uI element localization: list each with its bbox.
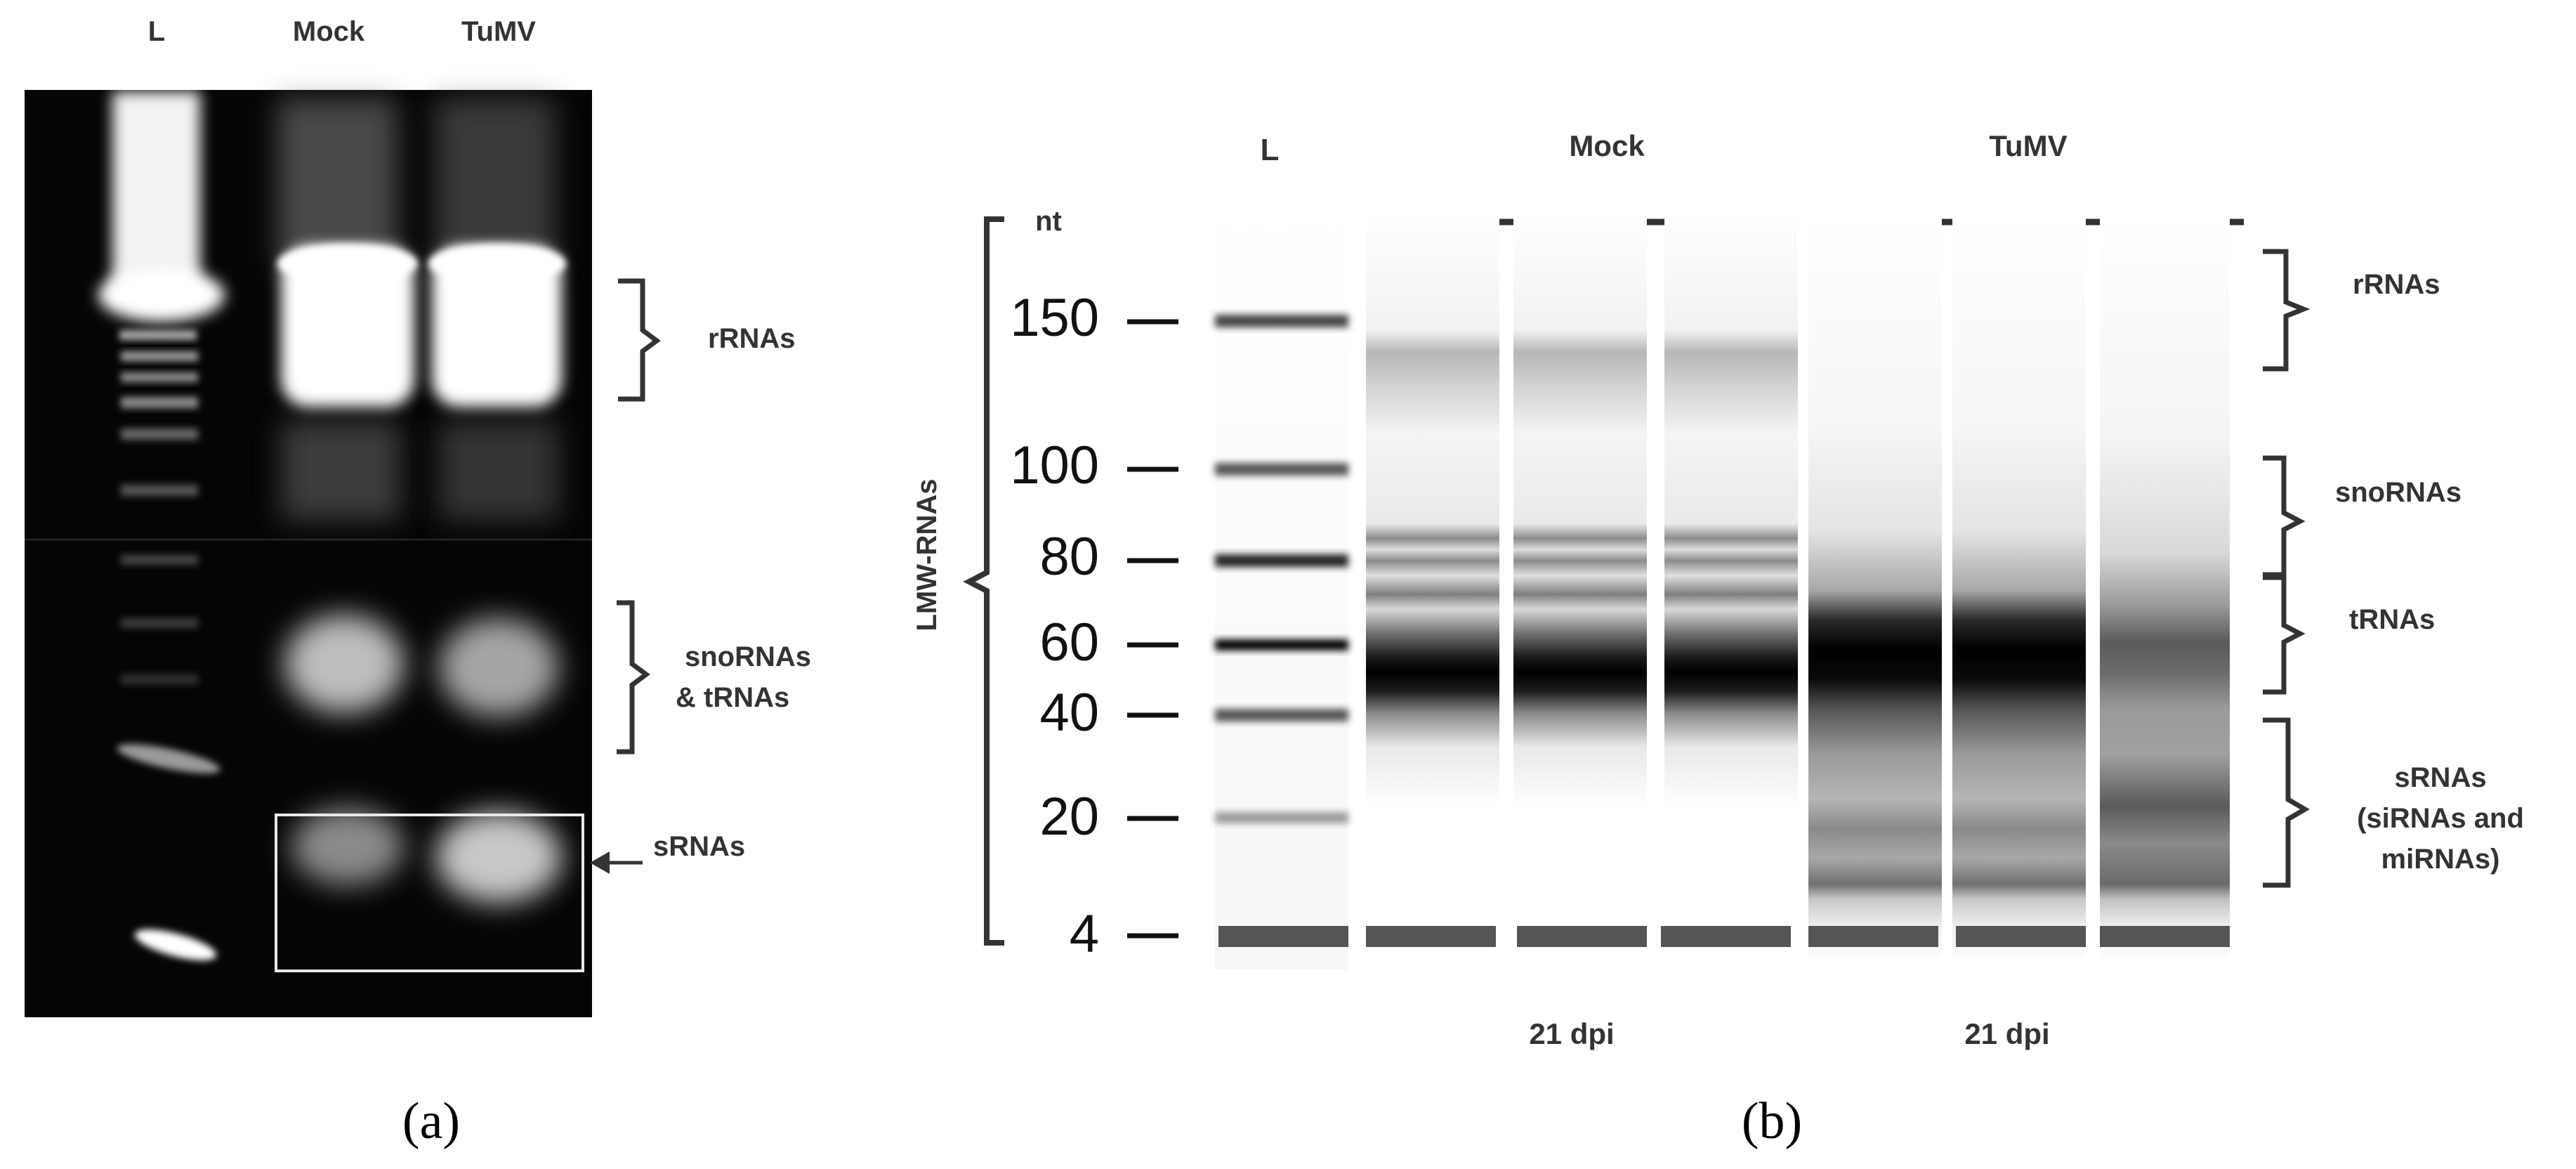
- panel-b-lane-label-L: L: [1261, 133, 1280, 167]
- panel-b-group-tumv: TuMV: [1989, 129, 2067, 162]
- srna-highlight-box: [275, 814, 584, 972]
- bracket-rrnas-a: [618, 278, 661, 402]
- virtual-ladder-lane: [1215, 190, 1348, 969]
- axis-label-lmw-rnas: LMW-RNAs: [912, 479, 942, 632]
- panel-b: L Mock TuMV nt LMW-RNAs 150 100 80 60 40…: [912, 129, 2524, 1150]
- gel-image: [25, 90, 592, 1017]
- arrow-srnas-a: [590, 851, 643, 874]
- panel-a-lane-label-L: L: [148, 16, 165, 47]
- bracket-snornas-trnas-a: [617, 600, 650, 755]
- label-rrnas-a: rRNAs: [708, 323, 795, 354]
- label-rrnas-b: rRNAs: [2353, 269, 2440, 300]
- gel-tumv-lane: [428, 98, 566, 903]
- tick-label-60: 60: [1039, 613, 1099, 672]
- bracket-rrnas-b: [2263, 249, 2311, 372]
- panel-a-lane-label-tumv: TuMV: [461, 16, 536, 47]
- label-trnas-b: tRNAs: [2349, 604, 2435, 635]
- label-srnas-a: sRNAs: [653, 831, 745, 862]
- gel-mock-lane: [277, 98, 418, 885]
- label-snornas-a-1: snoRNAs: [685, 641, 811, 672]
- virtual-gel: [1215, 190, 2230, 969]
- panel-a-lane-label-mock: Mock: [293, 16, 365, 47]
- tick-label-150: 150: [1010, 288, 1099, 348]
- tick-label-80: 80: [1039, 527, 1099, 587]
- label-srnas-b-3: miRNAs): [2381, 844, 2500, 875]
- label-srnas-b-2: (siRNAs and: [2357, 803, 2524, 834]
- tick-label-100: 100: [1010, 436, 1099, 495]
- label-snornas-a-2: & tRNAs: [676, 682, 789, 713]
- bracket-trnas-b: [2263, 575, 2306, 695]
- time-label-tumv: 21 dpi: [1964, 1017, 2049, 1050]
- label-snornas-b: snoRNAs: [2335, 477, 2462, 508]
- gel-ladder-lane: [98, 91, 225, 960]
- caption-a: (a): [402, 1092, 460, 1150]
- tick-label-4: 4: [1070, 904, 1099, 964]
- tick-label-40: 40: [1039, 683, 1099, 743]
- bracket-lmw-rnas: [963, 216, 1004, 946]
- panel-b-group-mock: Mock: [1569, 129, 1645, 162]
- tick-label-20: 20: [1039, 787, 1099, 847]
- time-label-mock: 21 dpi: [1529, 1017, 1614, 1050]
- virtual-tumv-lanes: [1808, 218, 2230, 962]
- bracket-snornas-b: [2263, 455, 2306, 577]
- unit-nt: nt: [1035, 206, 1062, 237]
- caption-b: (b): [1742, 1092, 1802, 1150]
- virtual-mock-lanes: [1366, 211, 1798, 955]
- panel-a: L Mock TuMV: [25, 16, 811, 1150]
- label-srnas-b-1: sRNAs: [2394, 762, 2486, 793]
- bracket-srnas-b: [2263, 717, 2310, 888]
- ladder-ticks: 150 100 80 60 40 20 4: [1010, 288, 1178, 964]
